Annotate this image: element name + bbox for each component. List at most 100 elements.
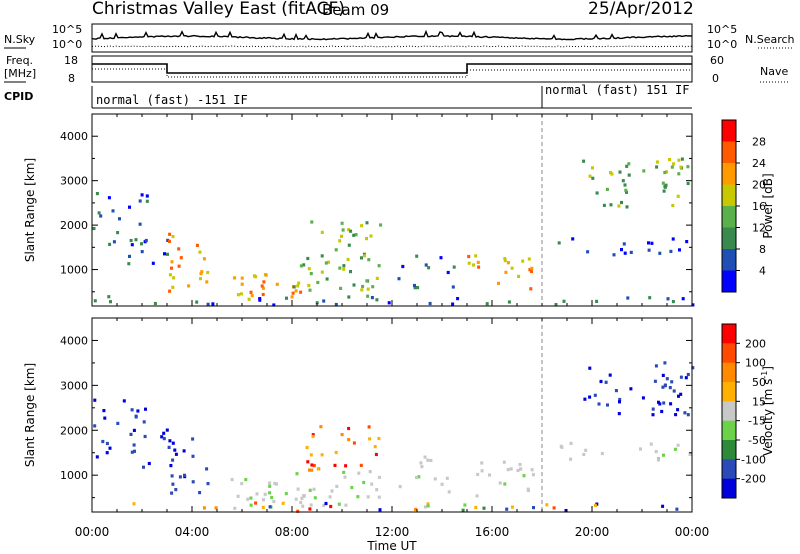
power-echo-cell (261, 286, 265, 290)
power-echo-cell (680, 157, 684, 161)
velocity-echo-cell (564, 509, 568, 513)
power-echo-cell (647, 248, 651, 252)
power-echo-cell (477, 265, 481, 269)
velocity-echo-cell (608, 373, 612, 377)
power-echo-cell (650, 241, 654, 245)
power-echo-cell (401, 264, 405, 269)
power-ytick-label: 4000 (60, 130, 88, 143)
power-echo-cell (116, 231, 120, 235)
power-colorbar-swatch (722, 120, 736, 142)
power-echo-cell (310, 220, 314, 224)
velocity-echo-cell (654, 450, 658, 454)
velocity-echo-cell (649, 442, 653, 446)
power-echo-cell (665, 170, 669, 174)
plot-title: Christmas Valley East (fitACF) (92, 0, 345, 19)
velocity-echo-cell (143, 434, 147, 439)
velocity-frame (91, 317, 693, 513)
velocity-colorbar-swatch (722, 459, 736, 480)
power-echo-cell (424, 263, 428, 267)
power-echo-cell (315, 301, 319, 305)
velocity-echo-cell (230, 478, 234, 482)
power-echo-cell (261, 292, 265, 297)
velocity-panel: 1000 2000 3000 4000 Slant Range [km] 200 100 50… (23, 317, 775, 513)
velocity-echo-cell (433, 477, 437, 481)
power-echo-cell (292, 285, 296, 289)
velocity-echo-cell (206, 482, 210, 486)
power-echo-cell (618, 170, 622, 174)
velocity-colorbar: 200 100 50 15 -15 -50 -100 -200 Velocity [m s-1] (721, 323, 775, 499)
power-echo-cell (451, 302, 455, 306)
velocity-colorbar-tick-label: -100 (741, 453, 766, 466)
velocity-echo-cell (337, 502, 341, 506)
xtick-label: 12:00 (375, 525, 410, 539)
velocity-echo-cell (93, 424, 97, 428)
velocity-echo-cell (108, 446, 112, 450)
nave-tick-high: 60 (710, 54, 724, 67)
power-echo-cell (342, 264, 346, 268)
velocity-echo-cell (651, 407, 655, 411)
velocity-echo-cell (340, 433, 344, 437)
power-echo-cell (206, 302, 210, 306)
power-echo-cell (485, 302, 489, 306)
power-colorbar-swatch (722, 163, 736, 185)
velocity-echo-cell (132, 443, 136, 447)
velocity-echo-cell (105, 441, 109, 446)
power-echo-cell (199, 272, 203, 276)
power-echo-cell (272, 303, 276, 307)
velocity-echo-cell (480, 461, 484, 465)
power-echo-cell (416, 286, 420, 290)
velocity-colorbar-tick-label: -15 (748, 415, 766, 428)
freq-label: Freq. (6, 54, 33, 67)
power-echo-cell (339, 286, 343, 290)
power-colorbar-swatch (722, 270, 736, 293)
power-echo-cell (118, 217, 121, 221)
power-echo-cell (370, 296, 374, 300)
colorbar-label-end: ] (761, 366, 775, 371)
velocity-echo-cell (661, 504, 665, 508)
velocity-echo-cell (673, 447, 677, 451)
power-echo-cell (166, 252, 169, 256)
velocity-echo-cell (463, 503, 467, 507)
power-echo-cell (413, 286, 417, 290)
velocity-echo-cell (191, 480, 195, 484)
velocity-colorbar-swatch (722, 382, 736, 402)
power-echo-cell (285, 296, 288, 300)
cpid-label: CPID (4, 90, 33, 103)
power-echo-cell (92, 226, 96, 231)
velocity-echo-cell (377, 475, 381, 479)
velocity-echo-cell (129, 432, 133, 436)
power-echo-cell (290, 295, 294, 299)
power-echo-cell (349, 229, 353, 233)
power-echo-cell (527, 257, 531, 261)
power-ytick-label: 3000 (60, 175, 88, 188)
power-colorbar-swatch (722, 141, 736, 164)
power-echo-cell (467, 254, 471, 259)
velocity-echo-cell (342, 470, 346, 474)
velocity-echo-cell (377, 436, 381, 441)
velocity-echo-cell (519, 467, 523, 471)
velocity-echo-cell (618, 400, 621, 404)
nsky-tick-low: 10^0 (52, 38, 82, 51)
power-echo-cell (685, 240, 689, 244)
power-echo-cell (474, 254, 478, 258)
power-echo-cell (360, 256, 363, 260)
power-echo-cell (202, 257, 206, 261)
velocity-echo-cell (569, 457, 573, 461)
velocity-echo-cell (178, 475, 182, 479)
velocity-echo-cell (174, 488, 178, 492)
velocity-echo-cell (311, 433, 315, 437)
velocity-echo-cell (273, 481, 277, 486)
velocity-colorbar-tick-label: 100 (745, 357, 766, 370)
power-echo-cell (369, 234, 373, 238)
freq-tick-low: 8 (68, 72, 75, 85)
velocity-echo-cell (518, 462, 522, 467)
velocity-echo-cell (268, 505, 272, 509)
power-echo-cell (170, 266, 173, 270)
power-echo-cell (99, 214, 103, 218)
power-echo-cell (671, 203, 675, 208)
power-colorbar-tick-label: 24 (752, 157, 766, 170)
velocity-colorbar-tick-label: -50 (748, 434, 766, 447)
power-echo-cell (250, 294, 254, 298)
power-echo-cell (95, 192, 99, 196)
power-echo-cell (111, 209, 115, 213)
